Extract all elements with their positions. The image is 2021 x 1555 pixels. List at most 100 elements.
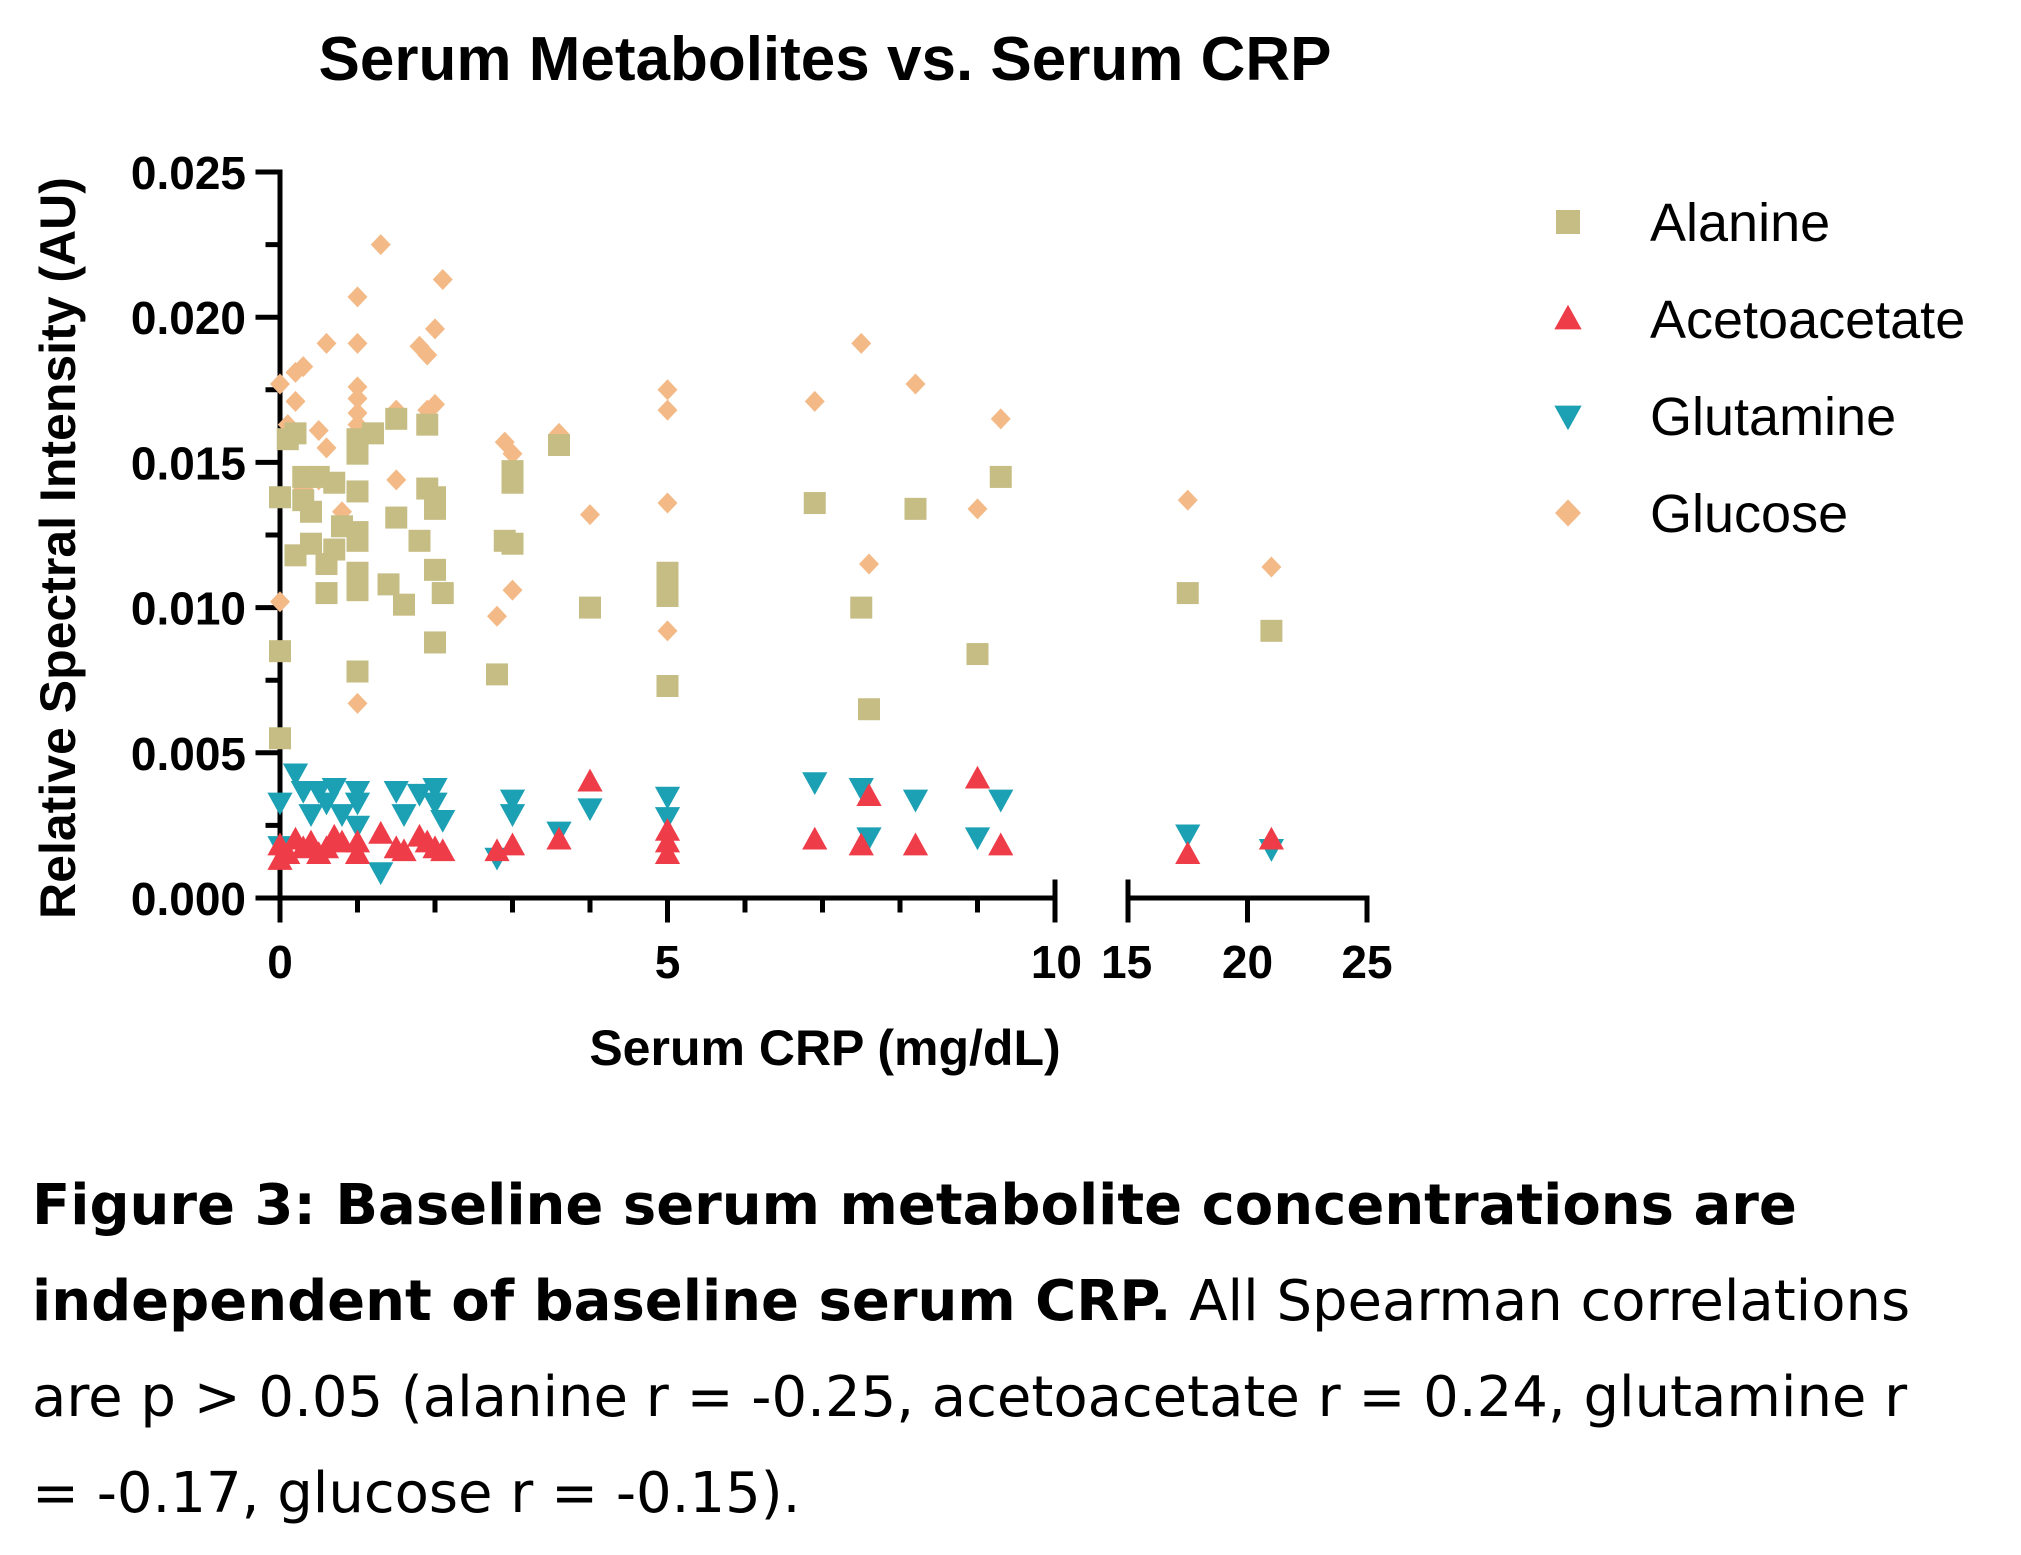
series-glutamine (267, 763, 1284, 886)
data-point-glutamine (282, 763, 309, 787)
data-point-glutamine (344, 815, 371, 839)
data-point-alanine (315, 582, 338, 605)
data-point-glutamine (848, 778, 874, 801)
data-point-alanine (300, 532, 322, 555)
data-point-acetoacetate (1258, 826, 1284, 850)
data-point-glutamine (654, 786, 681, 810)
data-point-glutamine (344, 780, 371, 804)
data-point-glucose (316, 437, 337, 459)
data-point-alanine (385, 506, 408, 529)
data-point-alanine (904, 497, 927, 520)
data-point-alanine (501, 532, 524, 555)
legend-item-acetoacetate: Acetoacetate (1554, 290, 1965, 350)
data-point-glucose (851, 332, 872, 354)
data-point-glutamine (988, 789, 1014, 813)
data-point-acetoacetate (577, 768, 603, 792)
data-point-glucose (804, 390, 825, 412)
data-point-glutamine (321, 778, 347, 801)
x-tick-label: 20 (1222, 936, 1273, 988)
data-point-alanine (966, 643, 989, 666)
x-axis-label: Serum CRP (mg/dL) (589, 1020, 1060, 1076)
x-tick-label: 5 (655, 936, 681, 988)
y-axis-label: Relative Spectral Intensity (AU) (30, 177, 86, 919)
legend-label: Alanine (1650, 193, 1830, 253)
data-point-glutamine (1175, 824, 1201, 848)
data-point-glutamine (329, 804, 355, 827)
data-point-acetoacetate (654, 841, 681, 865)
data-point-glucose (347, 332, 368, 354)
legend-item-glutamine: Glutamine (1554, 387, 1896, 447)
data-point-acetoacetate (802, 826, 828, 850)
data-point-glucose (502, 443, 523, 465)
data-point-glutamine (406, 783, 433, 807)
data-point-alanine (269, 486, 291, 509)
data-point-glucose (657, 379, 678, 401)
data-point-glucose (347, 286, 368, 308)
data-point-acetoacetate (988, 832, 1014, 856)
data-point-glucose (417, 344, 438, 366)
data-point-alanine (424, 631, 446, 654)
data-point-alanine (269, 727, 291, 750)
data-point-alanine (424, 497, 446, 520)
axes: 0.000 0.005 0.010 0.015 0.020 0.025 0 5 10 15 20 25 (131, 147, 1393, 988)
data-point-acetoacetate (484, 838, 510, 862)
data-point-alanine (346, 529, 369, 552)
data-point-alanine (346, 579, 369, 602)
data-point-alanine (377, 573, 400, 596)
data-point-alanine (548, 433, 570, 456)
data-point-acetoacetate (964, 765, 991, 789)
data-point-acetoacetate (344, 841, 371, 865)
data-point-alanine (1176, 582, 1199, 605)
data-point-acetoacetate (856, 783, 882, 806)
data-point-glucose (657, 620, 678, 642)
data-point-alanine (284, 422, 307, 445)
chart-title: Serum Metabolites vs. Serum CRP (319, 25, 1332, 94)
caption-bold: Figure 3: Baseline serum metabolite conc… (32, 1173, 1797, 1334)
data-point-glucose (370, 234, 391, 256)
data-point-glucose (1261, 556, 1282, 578)
data-point-acetoacetate (430, 838, 456, 862)
data-point-alanine (300, 500, 322, 523)
data-point-glutamine (306, 780, 332, 804)
data-point-glutamine (856, 827, 882, 851)
data-point-alanine (656, 675, 679, 698)
data-point-glucose (308, 419, 329, 441)
data-point-acetoacetate (344, 829, 371, 853)
data-points (267, 234, 1284, 886)
data-point-glucose (967, 498, 988, 520)
data-point-glucose (347, 376, 368, 398)
data-point-glucose (285, 390, 306, 412)
data-point-glucose (580, 504, 600, 526)
y-tick-label: 0.020 (131, 292, 246, 344)
data-point-glutamine (430, 809, 456, 833)
scatter-chart: Serum Metabolites vs. Serum CRP Relative… (30, 25, 1965, 1076)
data-point-glutamine (313, 792, 340, 816)
data-point-alanine (486, 663, 508, 686)
data-point-glucose (347, 402, 368, 424)
y-tick-label: 0.025 (131, 147, 246, 199)
data-point-alanine (416, 413, 439, 436)
data-point-glucose (386, 469, 407, 491)
data-point-alanine (393, 593, 415, 616)
x-tick-label: 10 (1031, 936, 1082, 988)
data-point-glucose (316, 332, 337, 354)
data-point-acetoacetate (499, 832, 526, 856)
legend-marker-acetoacetate (1554, 304, 1582, 330)
data-point-glucose (657, 399, 678, 421)
legend-item-alanine: Alanine (1556, 193, 1830, 253)
data-point-alanine (323, 471, 346, 494)
data-point-glutamine (298, 804, 324, 827)
data-point-glucose (432, 268, 453, 290)
series-alanine (269, 407, 1283, 750)
data-point-glucose (270, 373, 290, 395)
legend-marker-glutamine (1554, 405, 1582, 431)
data-point-glutamine (368, 862, 394, 886)
x-tick-label: 15 (1101, 936, 1152, 988)
data-point-glutamine (499, 789, 526, 813)
figure-caption: Figure 3: Baseline serum metabolite conc… (32, 1158, 1962, 1542)
data-point-glutamine (577, 798, 603, 822)
caption-text: All Spearman correlations are p > 0.05 (… (32, 1269, 1911, 1526)
data-point-acetoacetate (546, 826, 572, 850)
data-point-glucose (425, 393, 445, 415)
data-point-glucose (1177, 489, 1198, 511)
